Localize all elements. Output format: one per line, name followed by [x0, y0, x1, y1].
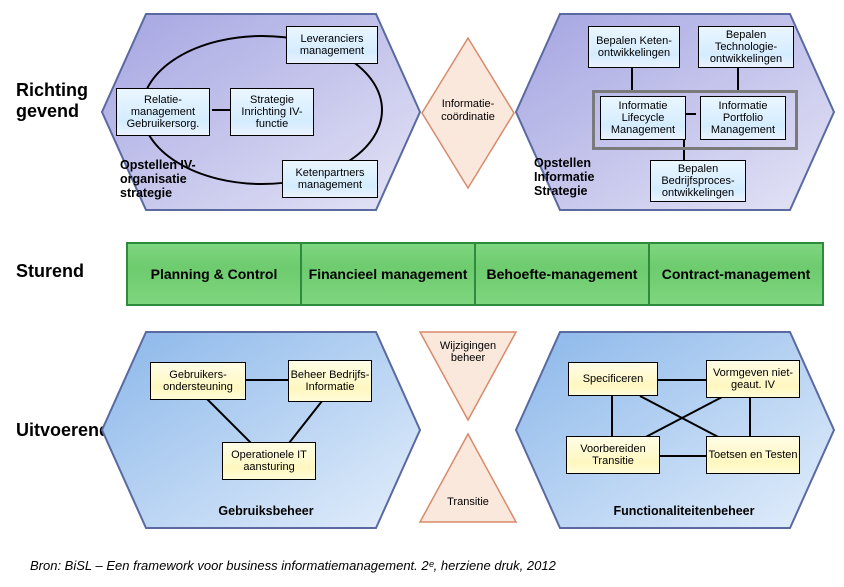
green-behoefte: Behoefte-management — [474, 242, 650, 306]
box-specificeren: Specificeren — [568, 362, 658, 396]
box-beheer-bedrijfsinfo: Beheer Bedrijfs-Informatie — [288, 360, 372, 402]
hexagon-bottom-left — [100, 330, 422, 530]
box-toetsen: Toetsen en Testen — [706, 436, 800, 474]
box-bedrijfs: Bepalen Bedrijfsproces-ontwikkelingen — [650, 160, 746, 202]
green-financieel: Financieel management — [300, 242, 476, 306]
box-voorbereiden: Voorbereiden Transitie — [566, 436, 660, 474]
label-gebruiksbeheer: Gebruiksbeheer — [196, 504, 336, 518]
box-relatie: Relatie-management Gebruikersorg. — [116, 88, 210, 136]
bisl-framework-diagram: Richting gevend Sturend Uitvoerend Lever… — [0, 0, 844, 587]
box-vormgeven: Vormgeven niet-geaut. IV — [706, 360, 800, 398]
triangle-transitie — [418, 432, 518, 524]
green-contract: Contract-management — [648, 242, 824, 306]
diamond-label: Informatie-coördinatie — [432, 98, 504, 123]
triangle-top-label: Wijzigingen beheer — [436, 340, 500, 364]
box-operationele-it: Operationele IT aansturing — [222, 442, 316, 480]
box-ketenpartners: Ketenpartners management — [282, 160, 378, 198]
label-opstellen-info: Opstellen Informatie Strategie — [534, 156, 626, 198]
box-leveranciers: Leveranciers management — [286, 26, 378, 64]
box-gebruikersondersteuning: Gebruikers-ondersteuning — [150, 362, 246, 400]
label-functionaliteitenbeheer: Functionaliteitenbeheer — [584, 504, 784, 518]
source-citation: Bron: BiSL – Een framework voor business… — [30, 558, 820, 573]
box-strategie: Strategie Inrichting IV-functie — [230, 88, 314, 136]
row-label-sturend: Sturend — [16, 261, 116, 282]
triangle-bottom-label: Transitie — [436, 496, 500, 508]
box-lifecycle: Informatie Lifecycle Management — [600, 96, 686, 140]
box-tech: Bepalen Technologie-ontwikkelingen — [698, 26, 794, 68]
green-planning: Planning & Control — [126, 242, 302, 306]
box-keten: Bepalen Keten-ontwikkelingen — [588, 26, 680, 68]
box-portfolio: Informatie Portfolio Management — [700, 96, 786, 140]
label-opstellen-iv: Opstellen IV-organisatie strategie — [120, 158, 222, 200]
